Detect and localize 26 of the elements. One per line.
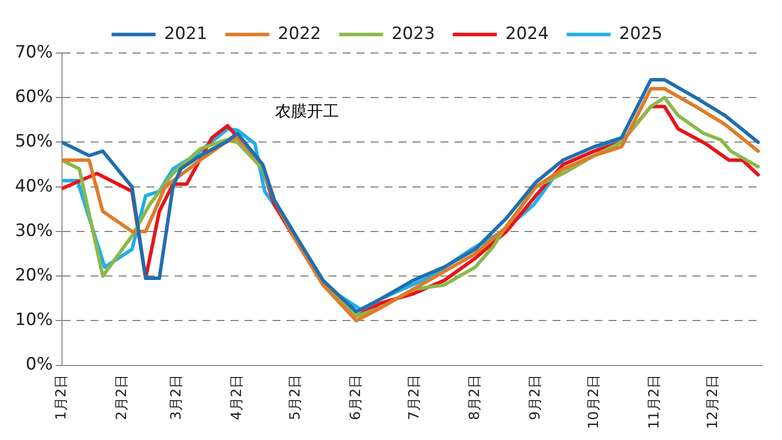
annotation: 农膜开工 <box>274 101 339 120</box>
x-tick-label: 3月2日 <box>168 374 185 420</box>
legend-label: 2022 <box>278 24 322 44</box>
x-tick-label: 7月2日 <box>406 374 422 420</box>
x-tick-label: 2月2日 <box>114 374 130 420</box>
y-tick-label: 20% <box>14 265 53 286</box>
x-tick-label: 5月2日 <box>287 374 304 420</box>
x-tick-label: 4月2日 <box>228 374 245 420</box>
y-tick-label: 40% <box>14 176 53 196</box>
x-tick-label: 10月2日 <box>586 374 602 430</box>
y-tick-label: 60% <box>14 87 53 108</box>
y-tick-label: 30% <box>14 220 53 241</box>
x-tick-label: 12月2日 <box>704 374 721 430</box>
x-tick-label: 8月2日 <box>466 374 483 420</box>
legend-label: 2021 <box>164 24 208 44</box>
x-tick-label: 1月2日 <box>53 374 70 420</box>
legend-label: 2025 <box>619 24 662 44</box>
y-tick-label: 70% <box>14 42 53 62</box>
legend-label: 2023 <box>392 24 435 44</box>
y-tick-label: 10% <box>14 310 53 330</box>
y-tick-label: 0% <box>26 354 53 375</box>
x-tick-label: 6月2日 <box>348 374 364 420</box>
y-tick-label: 50% <box>14 132 53 152</box>
x-tick-label: 11月2日 <box>646 374 662 430</box>
x-tick-label: 9月2日 <box>527 374 544 420</box>
legend-label: 2024 <box>505 24 549 44</box>
